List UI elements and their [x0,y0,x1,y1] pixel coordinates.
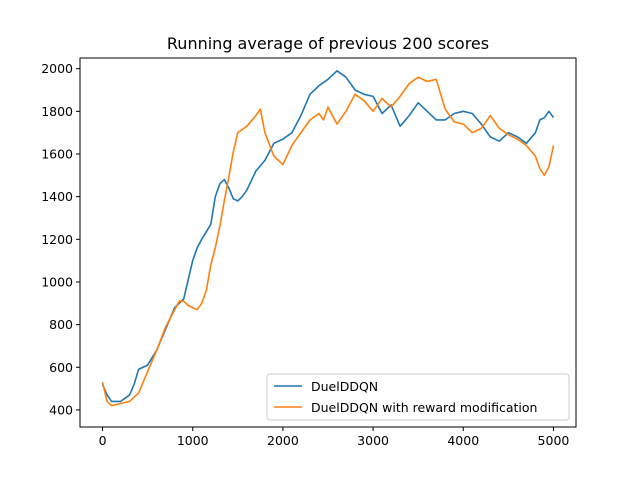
y-tick-label: 600 [49,360,73,375]
x-tick-label: 3000 [357,433,389,448]
x-tick-label: 4000 [447,433,479,448]
y-tick-label: 1400 [41,189,73,204]
series-line-reward-modification [101,76,555,407]
series-layer [101,70,555,407]
legend: DuelDDQN DuelDDQN with reward modificati… [266,373,570,421]
plot-area [79,57,577,428]
y-tick-label: 1000 [41,274,73,289]
y-tick-label: 1800 [41,104,73,119]
x-tick-label: 2000 [267,433,299,448]
legend-label-reward-modification: DuelDDQN with reward modification [311,400,537,415]
y-tick-label: 800 [49,317,73,332]
y-axis: 400 600 800 1000 1200 1400 1600 1800 2000 [41,61,80,417]
x-tick-label: 5000 [538,433,570,448]
y-tick-label: 1200 [41,232,73,247]
x-axis: 0 1000 2000 3000 4000 5000 [99,427,570,448]
y-tick-label: 400 [49,402,73,417]
chart-title: Running average of previous 200 scores [167,34,489,53]
y-tick-label: 1600 [41,146,73,161]
axes-frame [79,57,577,428]
legend-box [266,373,570,421]
y-tick-label: 2000 [41,61,73,76]
legend-label-dueldqn: DuelDDQN [311,379,378,394]
x-tick-label: 1000 [177,433,209,448]
x-tick-label: 0 [99,433,107,448]
